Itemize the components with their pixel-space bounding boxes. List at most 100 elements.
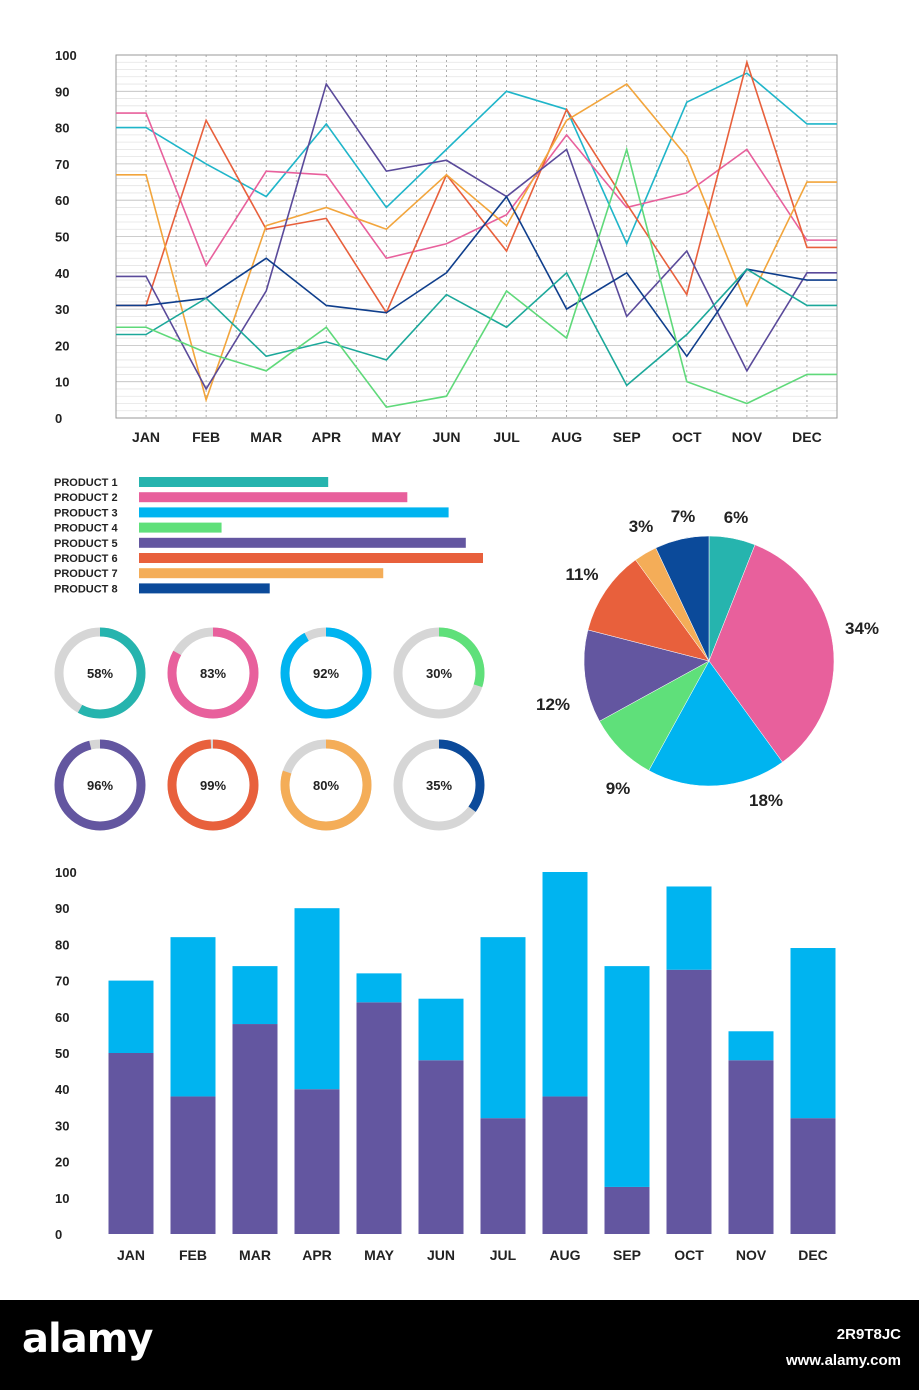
- product-label: PRODUCT 1: [54, 477, 118, 489]
- pie-slice: [655, 535, 710, 662]
- y-tick-label: 80: [55, 937, 69, 952]
- x-tick-label: MAR: [239, 1247, 271, 1263]
- stacked-bar-segment-1: [666, 969, 712, 1234]
- stacked-bar-segment-2: [790, 948, 836, 1119]
- product-label: PRODUCT 5: [54, 538, 118, 550]
- x-tick-label: APR: [302, 1247, 332, 1263]
- pie-slice-label: 3%: [629, 517, 654, 536]
- y-tick-label: 0: [55, 1227, 62, 1242]
- x-tick-label: DEC: [798, 1247, 828, 1263]
- y-tick-label: 30: [55, 1118, 69, 1133]
- stacked-bar-segment-1: [542, 1096, 588, 1234]
- y-tick-label: 20: [55, 1155, 69, 1170]
- stacked-bar-segment-2: [542, 872, 588, 1097]
- product-label: PRODUCT 2: [54, 492, 118, 504]
- stacked-bar-segment-1: [232, 1024, 278, 1234]
- y-tick-label: 90: [55, 901, 69, 916]
- product-bar: [139, 522, 222, 533]
- x-tick-label: NOV: [736, 1247, 767, 1263]
- product-bar: [139, 553, 483, 563]
- stacked-bar-segment-2: [108, 980, 154, 1053]
- x-tick-label: AUG: [551, 429, 582, 445]
- x-tick-label: SEP: [613, 429, 641, 445]
- stacked-bar-segment-1: [604, 1186, 650, 1234]
- stacked-bar-segment-2: [232, 966, 278, 1025]
- donut-value-label: 96%: [87, 778, 113, 793]
- line-series-2: [116, 112, 837, 268]
- donut-value-label: 30%: [426, 666, 452, 681]
- pie-slice: [583, 629, 710, 722]
- x-tick-label: JUN: [427, 1247, 455, 1263]
- line-series-3: [116, 59, 837, 315]
- y-tick-label: 40: [55, 266, 69, 281]
- line-chart: 0 10 20 30 40 50 60 70 80 90 100 JAN FEB MAR APR MAY JUN…: [55, 48, 838, 445]
- x-tick-label: JUL: [490, 1247, 517, 1263]
- y-tick-label: 100: [55, 865, 77, 880]
- image-id: 2R9T8JC: [836, 1326, 901, 1343]
- line-series-5: [116, 82, 837, 391]
- line-series-8: [116, 146, 837, 408]
- donut-value-label: 92%: [313, 666, 339, 681]
- y-tick-label: 30: [55, 302, 69, 317]
- product-label: PRODUCT 8: [54, 583, 118, 595]
- donut-value-label: 35%: [426, 778, 452, 793]
- donut-arc: [393, 627, 485, 719]
- line-series-7: [116, 268, 837, 387]
- stacked-bar-segment-2: [480, 937, 526, 1119]
- pie-chart: 6% 34% 18% 9% 12% 11% 3% 7%: [536, 507, 879, 810]
- product-bar: [139, 492, 408, 503]
- y-tick-label: 0: [55, 411, 62, 426]
- y-tick-label: 100: [55, 48, 77, 63]
- product-bar-chart: PRODUCT 1 PRODUCT 2 PRODUCT 3 PRODUCT 4 PROD…: [54, 477, 483, 595]
- y-tick-label: 80: [55, 121, 69, 136]
- stacked-bar-segment-2: [356, 973, 402, 1003]
- stacked-bar-segment-1: [294, 1089, 340, 1234]
- pie-slice-label: 6%: [724, 508, 749, 527]
- x-tick-label: OCT: [674, 1247, 704, 1263]
- x-tick-label: DEC: [792, 429, 822, 445]
- x-tick-label: JAN: [117, 1247, 145, 1263]
- donut-value-label: 99%: [200, 778, 226, 793]
- product-bar: [139, 583, 270, 594]
- line-series-6: [116, 195, 837, 358]
- y-tick-label: 90: [55, 84, 69, 99]
- x-tick-label: FEB: [179, 1247, 207, 1263]
- stacked-bar-chart: 0 10 20 30 40 50 60 70 80 90 100 JAN FEB MAR APR MAY JUN…: [55, 865, 836, 1263]
- product-label: PRODUCT 4: [54, 523, 118, 535]
- stacked-bar-segment-2: [666, 886, 712, 970]
- plot-frame: [115, 54, 838, 419]
- pie-slice: [648, 660, 783, 787]
- donut-arc: [167, 739, 259, 831]
- stacked-bar-segment-2: [294, 908, 340, 1090]
- y-tick-label: 10: [55, 375, 69, 390]
- donut-value-label: 83%: [200, 666, 226, 681]
- donut-arc: [167, 627, 259, 719]
- stacked-bar-segment-1: [728, 1060, 774, 1234]
- watermark-footer: alamy 2R9T8JC www.alamy.com: [0, 1300, 919, 1390]
- donut-arc: [54, 627, 146, 719]
- stacked-bar-segment-2: [728, 1031, 774, 1061]
- y-tick-label: 70: [55, 974, 69, 989]
- stacked-bar-segment-2: [418, 998, 464, 1061]
- x-tick-label: FEB: [192, 429, 220, 445]
- x-tick-label: JUL: [493, 429, 520, 445]
- donut-arc: [393, 739, 485, 831]
- x-tick-label: JUN: [432, 429, 460, 445]
- y-tick-label: 70: [55, 157, 69, 172]
- donut-value-label: 58%: [87, 666, 113, 681]
- x-tick-label: JAN: [132, 429, 160, 445]
- stacked-bar-segment-1: [790, 1118, 836, 1234]
- x-tick-label: MAY: [364, 1247, 394, 1263]
- image-info: 2R9T8JC www.alamy.com: [786, 1322, 901, 1374]
- donut-chart-grid: 58% 83% 92% 30% 96% 99% 80% 35%: [54, 627, 485, 831]
- y-tick-label: 50: [55, 1046, 69, 1061]
- donut-value-label: 80%: [313, 778, 339, 793]
- stacked-bar-segment-1: [480, 1118, 526, 1234]
- y-tick-label: 60: [55, 1010, 69, 1025]
- product-label: PRODUCT 3: [54, 507, 118, 519]
- pie-slice-label: 18%: [749, 791, 783, 810]
- site-url: www.alamy.com: [785, 1352, 901, 1369]
- pie-slice-label: 12%: [536, 695, 570, 714]
- product-bar: [139, 477, 329, 487]
